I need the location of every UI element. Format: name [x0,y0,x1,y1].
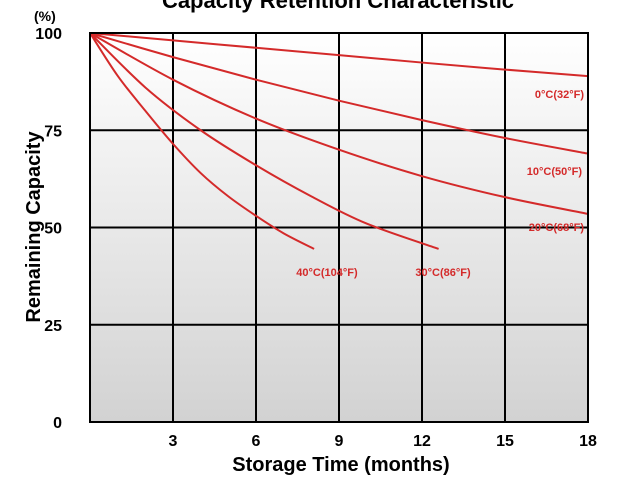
series-label-0-c-32-f: 0°C(32°F) [535,89,584,101]
grid-lines [90,33,588,422]
series-line-0-c-32-f [89,32,589,78]
x-tick-15: 15 [496,433,514,450]
y-tick-25: 25 [44,318,62,335]
x-tick-6: 6 [252,433,261,450]
series-label-30-c-86-f: 30°C(86°F) [415,267,471,279]
series-line-20-c-68-f [89,32,589,215]
y-tick-0: 0 [53,415,62,432]
x-tick-12: 12 [413,433,431,450]
series-line-10-c-50-f [89,32,589,155]
series-labels: 0°C(32°F) 10°C(50°F) 20°C(68°F) 30°C(86°F) 4… [296,89,584,279]
y-tick-75: 75 [44,123,62,140]
series-label-40-c-104-f: 40°C(104°F) [296,267,358,279]
x-tick-18: 18 [579,433,597,450]
x-axis-title: Storage Time (months) [232,454,449,476]
chart-title: Capacity Retention Characteristic [162,0,514,13]
x-tick-3: 3 [169,433,178,450]
series-label-10-c-50-f: 10°C(50°F) [527,166,583,178]
y-tick-labels: 0 25 50 75 100 [35,26,62,432]
series-line-30-c-86-f [89,32,439,250]
y-tick-50: 50 [44,221,62,238]
series-line-40-c-104-f [89,32,315,250]
x-tick-labels: 3 6 9 12 15 18 [169,433,597,450]
x-tick-9: 9 [335,433,344,450]
plot-border [89,32,589,423]
series-group [89,32,589,250]
y-axis-unit: (%) [34,8,56,24]
series-label-20-c-68-f: 20°C(68°F) [529,222,585,234]
y-tick-100: 100 [35,26,62,43]
y-axis-title: Remaining Capacity [23,131,45,323]
